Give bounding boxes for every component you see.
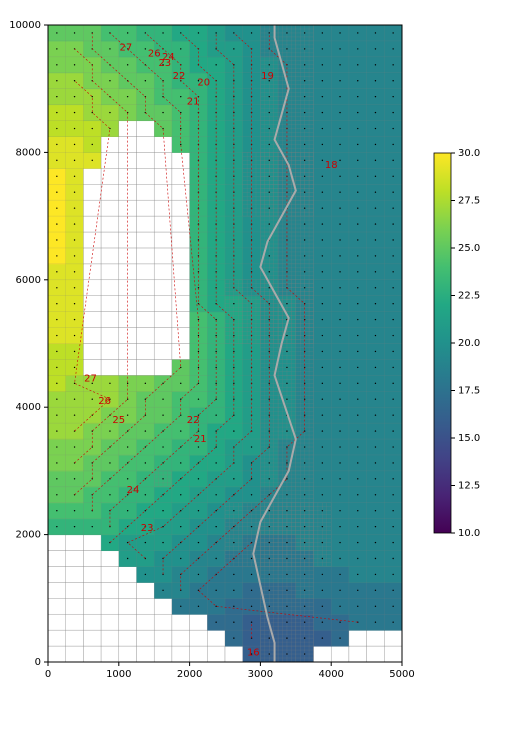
- y-tick-label: 4000: [16, 402, 41, 413]
- svg-text:16: 16: [247, 647, 260, 658]
- colorbar-tick-label: 12.5: [458, 481, 480, 492]
- x-tick-label: 0: [45, 669, 51, 680]
- colorbar-tick-label: 22.5: [458, 291, 480, 302]
- y-tick-label: 0: [35, 657, 41, 668]
- svg-text:22: 22: [173, 71, 186, 82]
- colorbar-tick-label: 17.5: [458, 386, 480, 397]
- x-tick-label: 1000: [106, 669, 131, 680]
- plot-area: 1618192021222221232423242526262727: [48, 25, 403, 663]
- y-tick-label: 2000: [16, 530, 41, 541]
- colorbar-tick-label: 20.0: [458, 338, 480, 349]
- svg-text:20: 20: [197, 77, 210, 88]
- x-tick-label: 5000: [389, 669, 414, 680]
- x-tick-label: 2000: [177, 669, 202, 680]
- colorbar-tick-label: 10.0: [458, 528, 480, 539]
- y-tick-label: 6000: [16, 275, 41, 286]
- svg-text:24: 24: [162, 52, 175, 63]
- x-tick-label: 3000: [248, 669, 273, 680]
- svg-text:27: 27: [84, 374, 97, 385]
- svg-text:27: 27: [120, 42, 133, 53]
- svg-text:26: 26: [98, 396, 111, 407]
- svg-text:25: 25: [112, 415, 125, 426]
- colorbar-tick-label: 27.5: [458, 196, 480, 207]
- y-tick-label: 10000: [9, 20, 41, 31]
- heatmap-chart: 1618192021222221232423242526262727010002…: [0, 0, 510, 731]
- colorbar: 10.0 12.5 15.0 17.5 20.0 22.5 25.0 27.5 30.0: [434, 148, 480, 539]
- colorbar-tick-label: 30.0: [458, 148, 480, 159]
- svg-text:22: 22: [187, 415, 200, 426]
- x-tick-label: 4000: [318, 669, 343, 680]
- colorbar-tick-label: 15.0: [458, 433, 480, 444]
- svg-text:26: 26: [148, 49, 161, 60]
- svg-text:23: 23: [141, 523, 154, 534]
- svg-text:21: 21: [187, 96, 200, 107]
- svg-text:24: 24: [127, 485, 140, 496]
- svg-text:18: 18: [325, 160, 338, 171]
- colorbar-tick-label: 25.0: [458, 243, 480, 254]
- svg-text:21: 21: [194, 434, 207, 445]
- svg-text:19: 19: [261, 71, 274, 82]
- y-tick-label: 8000: [16, 147, 41, 158]
